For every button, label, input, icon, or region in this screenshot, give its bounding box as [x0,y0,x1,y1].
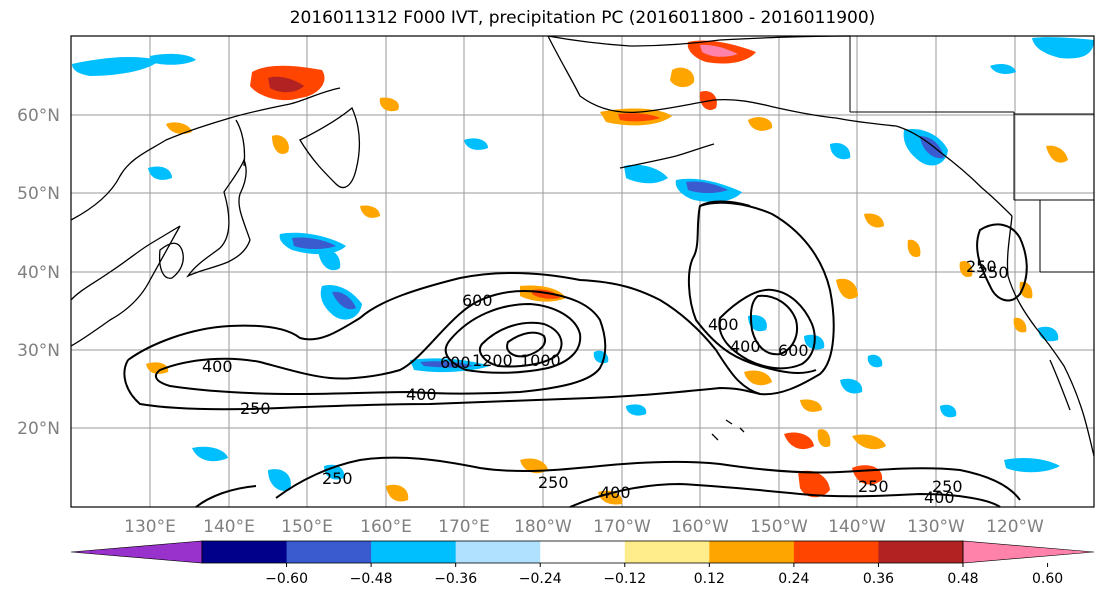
colorbar-tick-label: 0.24 [778,571,809,587]
contour-label: 250 [978,263,1009,282]
contour-label: 250 [322,469,353,488]
lon-axis-labels: 130°E 140°E 150°E 160°E 170°E 180°W 170°… [124,517,1044,537]
lat-label: 60°N [17,106,60,126]
lon-label: 170°W [593,517,651,537]
lon-label: 160°E [360,517,412,537]
gridlines [71,36,1094,507]
colorbar-tick-label: 0.48 [947,571,978,587]
precip-anomaly-shading [72,37,1094,505]
lat-label: 20°N [17,419,60,439]
contour-label: 400 [406,385,437,404]
colorbar-tick-label: −0.48 [350,571,393,587]
contour-label: 250 [240,399,271,418]
lat-axis-labels: 60°N 50°N 40°N 30°N 20°N [17,106,60,439]
contour-label: 400 [202,357,233,376]
contour-label: 1000 [520,351,561,370]
contour-label: 250 [538,473,569,492]
boundaries [849,36,1094,273]
contour-label: 250 [932,477,963,496]
colorbar-swatch [624,541,710,563]
colorbar-tick-label: 0.60 [1032,571,1063,587]
contour-label: 600 [440,353,471,372]
contour-label: 600 [462,291,493,310]
contour-label: 400 [600,483,631,502]
colorbar: −0.60 −0.48 −0.36 −0.24 −0.12 0.12 0.24 0.36 0.4… [70,540,1095,587]
contour-label: 1200 [472,351,513,370]
coastlines [70,35,1095,457]
colorbar-tick-label: 0.36 [863,571,894,587]
lon-label: 160°W [671,517,729,537]
lon-label: 150°W [750,517,808,537]
colorbar-tick-label: −0.36 [434,571,477,587]
colorbar-swatch [202,541,288,563]
contour-label: 400 [924,488,955,507]
colorbar-tick-label: 0.12 [694,571,725,587]
colorbar-tick-label: −0.24 [519,571,562,587]
colorbar-swatch [286,541,372,563]
lon-label: 180°W [514,517,572,537]
colorbar-swatch [70,540,203,564]
contour-label: 400 [730,337,761,356]
ivt-contours [123,200,1028,508]
colorbar-swatch [455,541,541,563]
map-panel: 600 400 250 400 250 600 1200 1000 400 40… [70,35,1095,508]
colorbar-swatch [709,541,795,563]
map-title: 2016011312 F000 IVT, precipitation PC (2… [289,8,876,28]
colorbar-tick-label: −0.12 [603,571,646,587]
lon-label: 120°W [986,517,1044,537]
lon-label: 130°W [907,517,965,537]
contour-label: 250 [966,257,997,276]
colorbar-swatch [962,540,1095,564]
contour-label: 250 [858,477,889,496]
lat-label: 50°N [17,184,60,204]
lon-label: 140°E [203,517,255,537]
colorbar-swatch [371,541,457,563]
lon-label: 130°E [124,517,176,537]
colorbar-swatch [878,541,964,563]
contour-label: 600 [778,341,809,360]
lon-label: 150°E [281,517,333,537]
colorbar-tick-label: −0.60 [265,571,308,587]
lat-label: 30°N [17,341,60,361]
lon-label: 140°W [828,517,886,537]
map-border [70,35,1095,508]
lat-label: 40°N [17,263,60,283]
contour-labels: 600 400 250 400 250 600 1200 1000 400 40… [202,257,1009,507]
colorbar-swatch [793,541,879,563]
colorbar-outline [201,540,964,564]
contour-label: 400 [708,315,739,334]
lon-label: 170°E [438,517,490,537]
colorbar-swatch [540,541,626,563]
